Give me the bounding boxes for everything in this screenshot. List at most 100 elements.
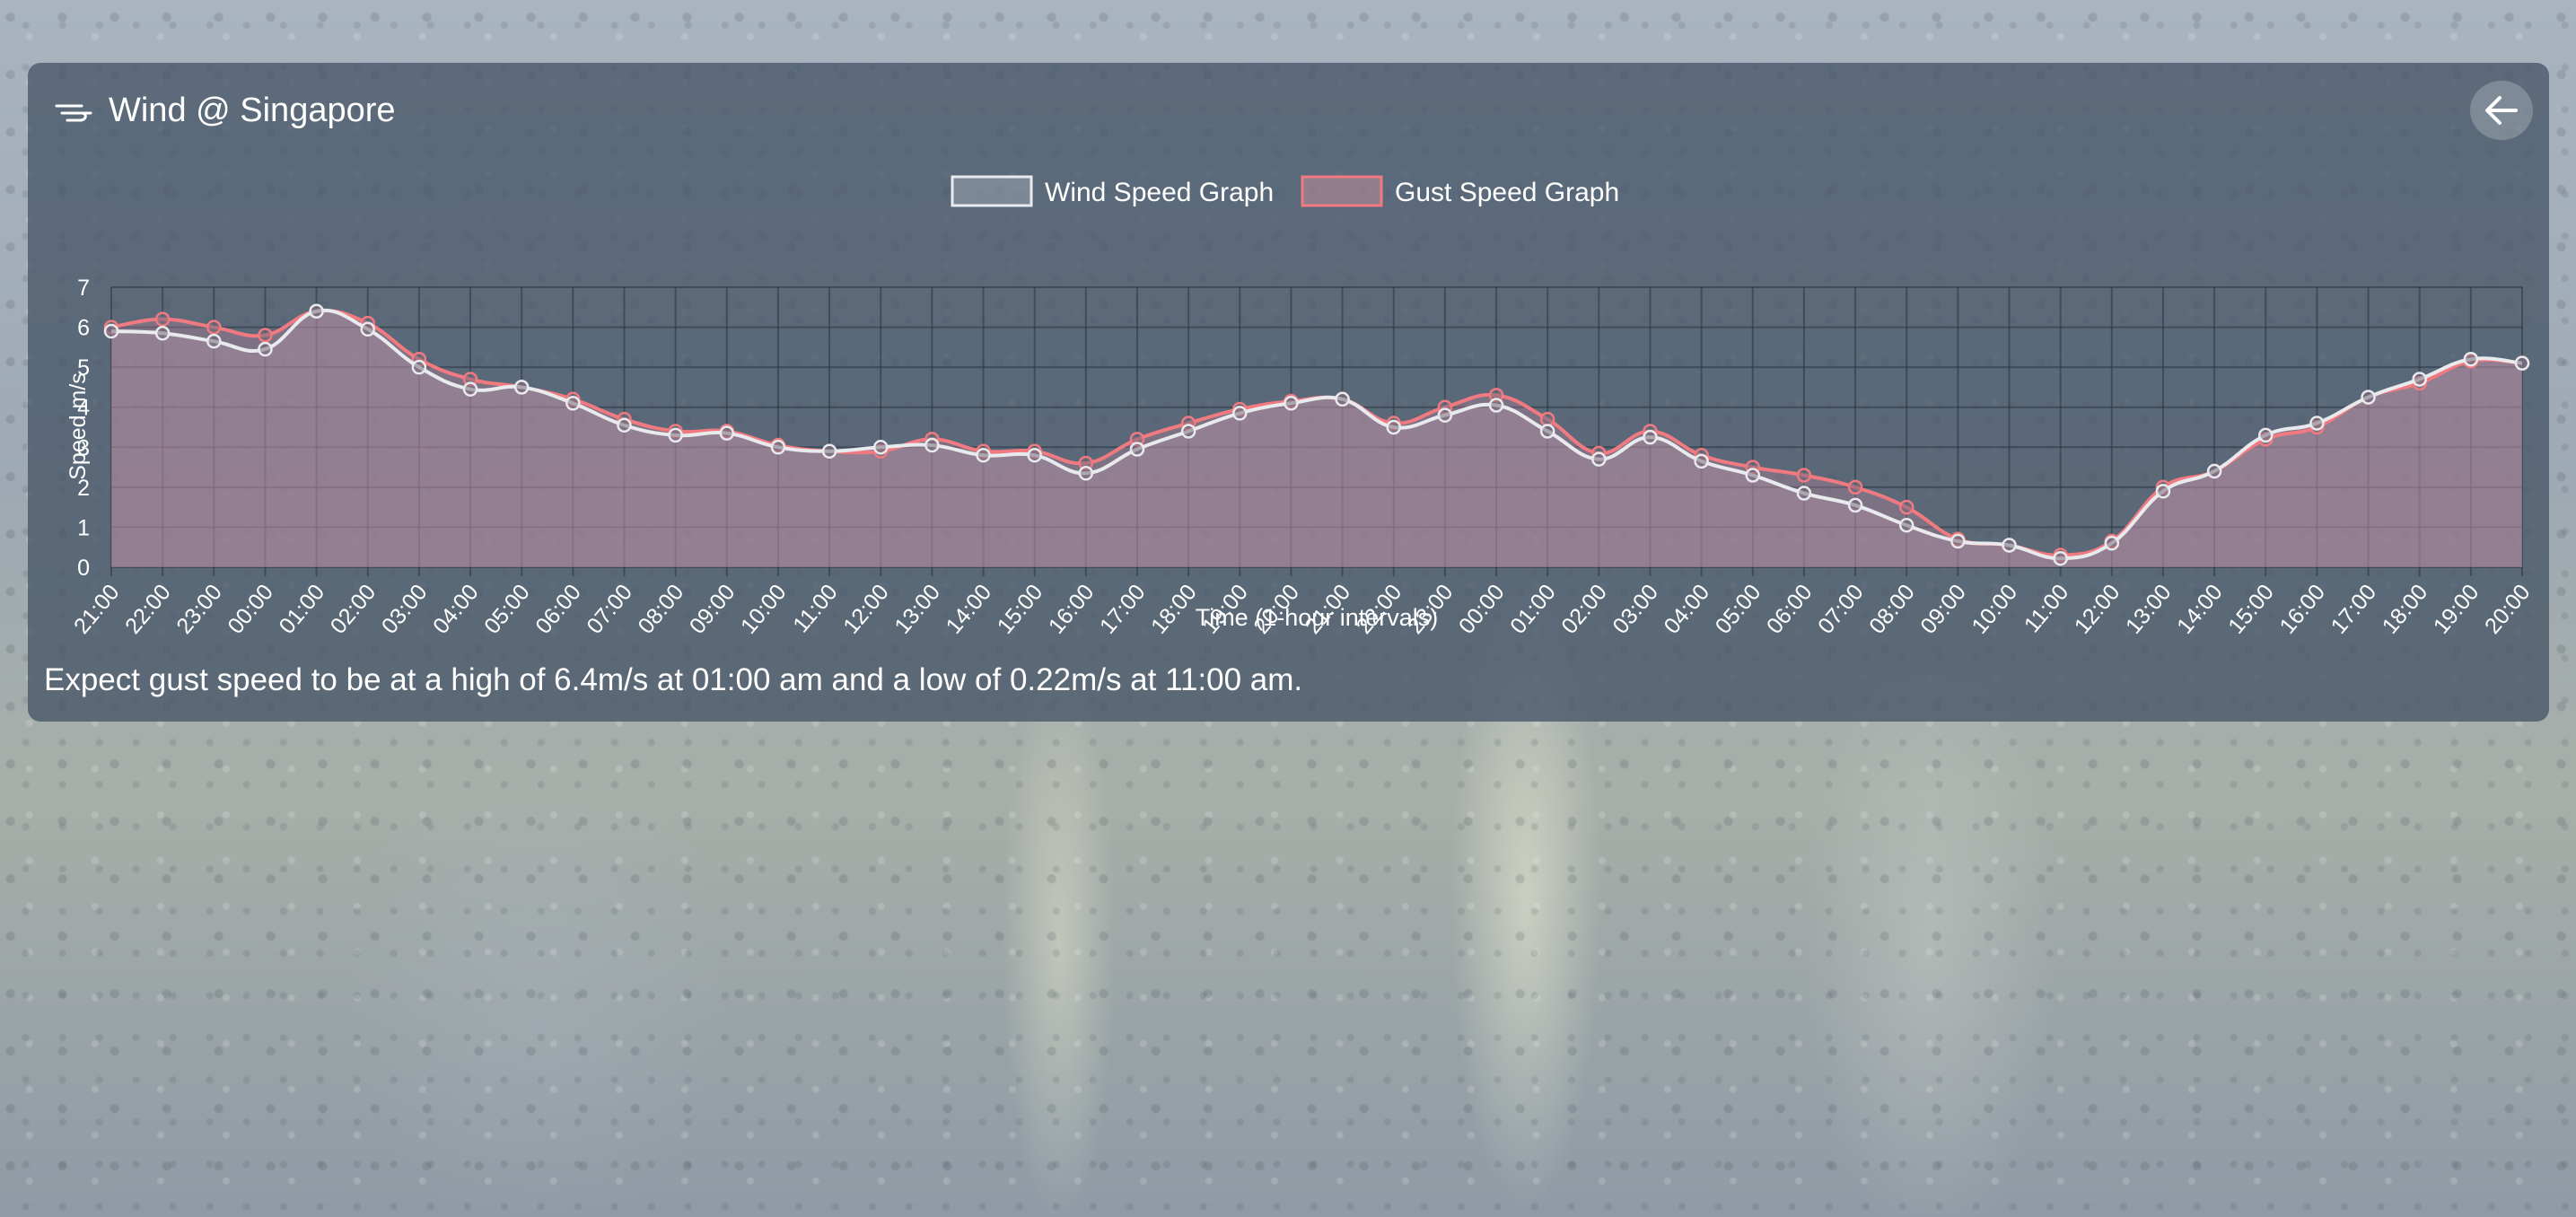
data-point[interactable] — [1898, 499, 1914, 515]
data-point[interactable] — [103, 323, 119, 339]
data-point[interactable] — [411, 359, 427, 375]
data-point[interactable] — [2206, 463, 2222, 479]
data-point[interactable] — [565, 396, 581, 411]
data-point[interactable] — [1643, 429, 1658, 445]
back-button[interactable] — [2470, 81, 2533, 140]
data-point[interactable] — [924, 437, 940, 453]
data-point[interactable] — [2361, 390, 2376, 405]
x-tick-label: 01:00 — [275, 580, 330, 639]
data-point[interactable] — [872, 440, 889, 455]
x-tick-label: 04:00 — [428, 580, 484, 639]
data-point[interactable] — [1437, 407, 1453, 423]
arrow-left-icon — [2485, 96, 2518, 125]
y-tick-label: 3 — [77, 435, 90, 460]
page-title: Wind @ Singapore — [109, 92, 396, 129]
x-tick-label: 07:00 — [582, 580, 637, 639]
data-point[interactable] — [462, 381, 478, 397]
data-point[interactable] — [2155, 484, 2171, 499]
data-point[interactable] — [1847, 479, 1863, 495]
x-tick-label: 12:00 — [2070, 580, 2125, 639]
y-tick-label: 2 — [77, 476, 90, 501]
legend-swatch-gust[interactable] — [1301, 175, 1383, 207]
y-tick-label: 4 — [77, 396, 90, 421]
data-point[interactable] — [1796, 486, 1812, 501]
data-point[interactable] — [2053, 550, 2068, 566]
wind-chart: Wind Speed Graph Gust Speed Graph 0 1 2 3 4 5… — [66, 175, 2536, 639]
data-point[interactable] — [1847, 497, 1863, 513]
data-point[interactable] — [2309, 416, 2325, 431]
x-tick-label: 05:00 — [1711, 580, 1766, 639]
data-point[interactable] — [1591, 451, 1607, 467]
data-point[interactable] — [1694, 453, 1709, 469]
x-tick-label: 11:00 — [2020, 580, 2073, 638]
data-point[interactable] — [2104, 536, 2120, 551]
data-point[interactable] — [1284, 396, 1299, 411]
data-point[interactable] — [2514, 355, 2530, 371]
data-point[interactable] — [668, 427, 683, 443]
data-point[interactable] — [154, 311, 171, 327]
series-line-0 — [110, 308, 2523, 561]
x-tick-label: 15:00 — [2223, 580, 2279, 639]
data-point[interactable] — [770, 440, 786, 455]
series-area-0 — [111, 310, 2522, 567]
data-point[interactable] — [1129, 442, 1145, 457]
data-point[interactable] — [309, 303, 324, 319]
legend-label-gust[interactable]: Gust Speed Graph — [1395, 178, 1619, 207]
data-point[interactable] — [206, 320, 222, 335]
panel-header: Wind @ Singapore — [55, 92, 396, 130]
data-point[interactable] — [1950, 533, 1966, 549]
x-tick-label: 00:00 — [1454, 580, 1510, 639]
x-tick-label: 12:00 — [838, 580, 894, 639]
legend-swatch-wind[interactable] — [951, 175, 1033, 207]
data-point[interactable] — [1027, 447, 1042, 463]
data-point[interactable] — [2002, 538, 2017, 553]
x-tick-label: 00:00 — [223, 580, 278, 639]
x-tick-label: 06:00 — [1762, 580, 1818, 639]
data-point[interactable] — [1386, 419, 1401, 435]
data-point[interactable] — [617, 417, 632, 433]
data-point[interactable] — [1898, 517, 1914, 533]
x-tick-label: 04:00 — [1660, 580, 1715, 639]
data-point[interactable] — [719, 425, 735, 441]
data-point[interactable] — [513, 380, 530, 395]
x-tick-label: 14:00 — [2172, 580, 2228, 639]
x-tick-label: 09:00 — [685, 580, 740, 639]
x-tick-label: 11:00 — [788, 580, 842, 638]
data-point[interactable] — [1539, 411, 1555, 427]
data-point[interactable] — [1078, 466, 1094, 481]
data-point[interactable] — [976, 447, 991, 463]
data-point[interactable] — [2412, 372, 2427, 387]
x-tick-label: 15:00 — [993, 580, 1048, 639]
data-point[interactable] — [1539, 424, 1555, 439]
x-tick-label: 08:00 — [1864, 580, 1920, 639]
chart-legend: Wind Speed Graph Gust Speed Graph — [951, 175, 1619, 207]
data-point[interactable] — [360, 321, 375, 337]
x-tick-label: 21:00 — [69, 580, 125, 639]
data-point[interactable] — [1180, 424, 1196, 439]
data-point[interactable] — [258, 341, 273, 357]
data-point[interactable] — [258, 328, 273, 343]
x-tick-label: 19:00 — [2429, 580, 2484, 639]
data-point[interactable] — [206, 333, 222, 349]
legend-label-wind[interactable]: Wind Speed Graph — [1045, 178, 1274, 207]
data-point[interactable] — [1796, 468, 1812, 483]
data-point[interactable] — [2258, 427, 2274, 443]
chart-series — [103, 303, 2530, 567]
x-tick-label: 13:00 — [889, 580, 945, 639]
x-tick-label: 10:00 — [736, 580, 792, 639]
x-tick-label: 01:00 — [1505, 580, 1561, 639]
x-tick-label: 02:00 — [1556, 580, 1612, 639]
x-tick-label: 02:00 — [326, 580, 381, 639]
y-tick-label: 0 — [77, 556, 90, 581]
y-tick-label: 7 — [77, 276, 90, 301]
data-point[interactable] — [1488, 398, 1504, 413]
data-point[interactable] — [1232, 406, 1248, 421]
data-point[interactable] — [1745, 468, 1761, 483]
data-point[interactable] — [2463, 351, 2479, 367]
x-tick-label: 03:00 — [1608, 580, 1663, 639]
data-point[interactable] — [1335, 391, 1350, 407]
x-tick-label: 16:00 — [2274, 580, 2330, 639]
y-axis-ticks: 0 1 2 3 4 5 6 7 — [77, 276, 90, 581]
data-point[interactable] — [821, 443, 837, 459]
data-point[interactable] — [154, 326, 171, 341]
